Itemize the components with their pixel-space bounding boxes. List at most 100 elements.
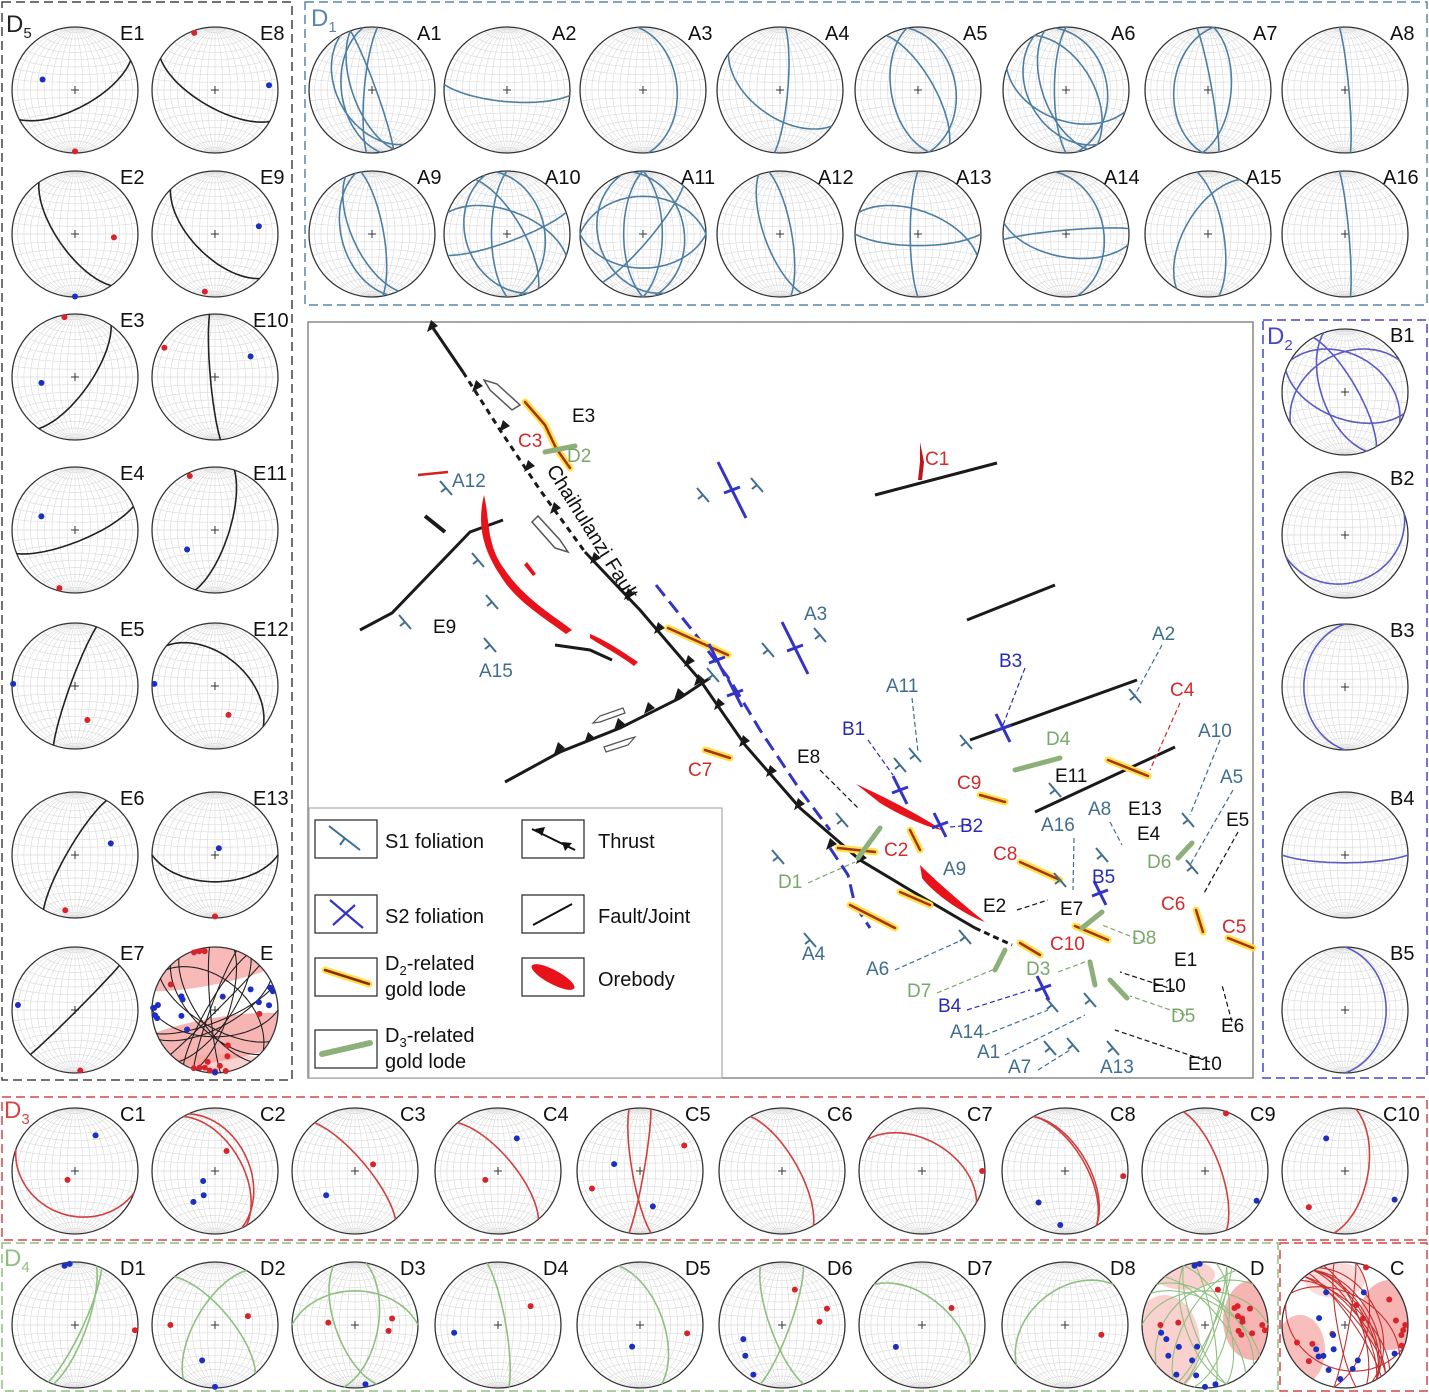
net-label: E <box>260 943 273 965</box>
pole-point-blue <box>39 76 46 83</box>
great-circle <box>1338 171 1352 297</box>
great-circle <box>1172 26 1214 154</box>
pole-point-red <box>1386 1296 1393 1303</box>
map-label-a10: A10 <box>1198 721 1232 742</box>
pole-point-red <box>1231 1304 1238 1311</box>
map-label-d6: D6 <box>1147 852 1171 873</box>
s1-foliation-icon <box>1053 872 1067 888</box>
great-circle <box>867 1131 978 1203</box>
leader-line <box>1221 984 1233 1023</box>
s1-foliation-icon <box>813 627 827 643</box>
great-circle <box>1315 332 1367 452</box>
great-circle <box>360 171 388 297</box>
s1-foliation-icon <box>706 667 720 683</box>
d3-gold-lodes <box>542 443 1195 1001</box>
leader-line <box>819 769 859 809</box>
stereonet-e13: E13 <box>151 788 289 920</box>
great-circle <box>169 189 260 280</box>
d2-gold-lode <box>908 828 922 852</box>
net-center-cross <box>636 1167 644 1175</box>
pole-point-blue <box>184 546 191 553</box>
pole-point-red <box>1305 1204 1312 1211</box>
s1-foliation-icon <box>771 849 785 865</box>
map-label-e13: E13 <box>1128 799 1162 820</box>
net-center-cross <box>1341 1006 1349 1014</box>
pole-point-red <box>979 1168 986 1174</box>
leader-line <box>949 824 973 828</box>
map-label-e9: E9 <box>433 617 456 638</box>
d2-gold-lode <box>523 400 572 470</box>
net-label: E8 <box>260 23 284 45</box>
map-label-a3: A3 <box>804 604 827 625</box>
net-center-cross <box>778 1167 786 1175</box>
pole-point-red <box>1214 1286 1221 1293</box>
thrust-tooth <box>654 622 665 634</box>
orebody <box>918 442 924 480</box>
pole-point-blue <box>611 1161 618 1168</box>
leader-line <box>867 739 894 776</box>
panel-d1-title: D1 <box>311 5 337 36</box>
net-label: C10 <box>1383 1104 1420 1126</box>
leader-line <box>966 989 1031 1011</box>
d2-gold-lode <box>898 890 932 907</box>
stereonet-e3: E3 <box>11 310 144 441</box>
d2-gold-lode <box>703 748 732 760</box>
fault-joint-icon <box>532 903 573 926</box>
great-circle <box>873 1282 972 1366</box>
net-center-cross <box>639 230 647 238</box>
pole-point-blue <box>269 988 276 995</box>
net-center-cross <box>1341 1321 1349 1329</box>
legend-s1-swatch <box>314 819 378 859</box>
pole-point-blue <box>1391 1196 1398 1203</box>
map-label-e4: E4 <box>1137 824 1161 845</box>
net-label: A10 <box>545 167 581 189</box>
great-circle <box>340 27 382 154</box>
d3-gold-lode <box>542 443 578 455</box>
great-circle <box>182 954 247 1065</box>
stereonet-b4: B4 <box>1281 788 1414 919</box>
pole-point-blue <box>1323 1135 1330 1142</box>
great-circle <box>1303 623 1346 751</box>
great-circle <box>349 30 395 150</box>
pole-point-blue <box>362 1381 369 1388</box>
geological-map: Chaihulanzi Fault C1E3C3D2A12E9A15A3A2B3… <box>307 320 1257 1079</box>
stereonet-a12: A12 <box>716 167 854 298</box>
panel-d1-frame <box>304 1 1428 306</box>
pole-point-red <box>1402 1322 1409 1328</box>
net-center-cross <box>71 86 79 94</box>
great-circle <box>1285 1303 1405 1372</box>
stereonet-d3: D3 <box>291 1258 426 1389</box>
pole-point-blue <box>199 1357 206 1364</box>
pole-point-red <box>225 711 232 718</box>
s1-foliation-icon <box>761 642 775 658</box>
thrust-icon <box>531 827 576 851</box>
great-circle <box>38 325 112 430</box>
stereonet-e8: E8 <box>151 23 284 154</box>
pole-point-blue <box>178 1012 185 1019</box>
net-label: B1 <box>1390 325 1414 347</box>
great-circle <box>1053 26 1067 154</box>
d2-gold-lode <box>1018 941 1042 957</box>
net-grid <box>1282 1108 1408 1234</box>
leader-line <box>894 939 963 971</box>
pole-point-blue <box>212 1383 218 1390</box>
leader-line <box>911 697 919 753</box>
pole-point-blue <box>742 1352 749 1359</box>
stereonet-c8: C8 <box>1001 1104 1136 1235</box>
s2-foliation-icon <box>329 899 364 929</box>
thrust-tooth <box>644 702 655 714</box>
great-circle <box>759 1265 805 1385</box>
s1-foliation-icon <box>1181 812 1195 828</box>
map-label-b4: B4 <box>938 996 962 1017</box>
net-center-cross <box>71 851 79 859</box>
pole-point-blue <box>1175 1343 1182 1350</box>
net-label: C8 <box>1110 1104 1136 1126</box>
stereonet-c6: C6 <box>718 1104 853 1235</box>
pole-point-blue <box>154 1015 161 1022</box>
stereonet-b1: B1 <box>1281 325 1414 456</box>
d3-gold-lode <box>1087 959 1098 988</box>
s1-foliation-icon <box>471 552 485 568</box>
net-label: E2 <box>120 167 144 189</box>
net-primitive-circle <box>1281 328 1409 456</box>
shear-arrow-icon <box>603 735 637 753</box>
